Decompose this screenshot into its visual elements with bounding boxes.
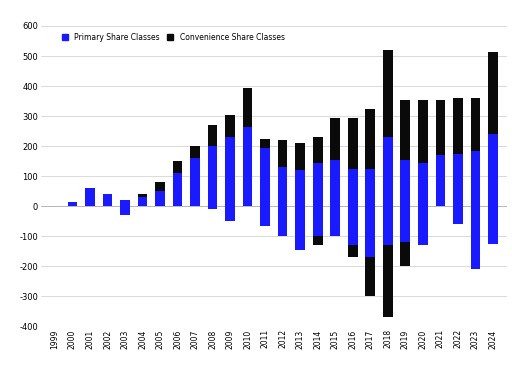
Bar [120, 206, 130, 215]
Bar [366, 206, 375, 257]
Bar [400, 206, 410, 266]
Bar [295, 170, 305, 206]
Bar [295, 143, 305, 206]
Bar [366, 206, 375, 296]
Bar [383, 50, 393, 206]
Bar [278, 206, 288, 236]
Bar [330, 206, 340, 236]
Bar [260, 206, 270, 226]
Bar [418, 99, 428, 206]
Bar [173, 161, 182, 206]
Bar [208, 146, 218, 206]
Bar [208, 206, 218, 209]
Bar [383, 206, 393, 245]
Bar [453, 154, 463, 206]
Bar [103, 194, 112, 206]
Bar [436, 99, 445, 206]
Bar [366, 109, 375, 206]
Bar [313, 206, 323, 245]
Bar [383, 137, 393, 206]
Bar [348, 118, 357, 206]
Bar [155, 191, 165, 206]
Bar [225, 206, 235, 221]
Bar [400, 99, 410, 206]
Bar [260, 206, 270, 226]
Bar [453, 98, 463, 206]
Bar [436, 155, 445, 206]
Bar [488, 134, 498, 206]
Bar [348, 206, 357, 245]
Bar [418, 163, 428, 206]
Bar [208, 206, 218, 209]
Bar [208, 125, 218, 206]
Bar [366, 169, 375, 206]
Bar [260, 139, 270, 206]
Bar [120, 206, 130, 215]
Bar [278, 167, 288, 206]
Bar [85, 188, 95, 206]
Bar [471, 98, 480, 206]
Bar [453, 206, 463, 224]
Bar [330, 118, 340, 206]
Bar [313, 163, 323, 206]
Bar [243, 127, 252, 206]
Bar [155, 182, 165, 206]
Bar [453, 206, 463, 224]
Bar [260, 148, 270, 206]
Bar [278, 206, 288, 236]
Bar [225, 115, 235, 206]
Bar [278, 140, 288, 206]
Bar [330, 160, 340, 206]
Bar [471, 206, 480, 269]
Bar [225, 206, 235, 221]
Bar [138, 194, 147, 206]
Legend: Primary Share Classes, Convenience Share Classes: Primary Share Classes, Convenience Share… [59, 30, 288, 45]
Bar [173, 173, 182, 206]
Bar [68, 202, 77, 206]
Bar [383, 206, 393, 318]
Bar [418, 206, 428, 245]
Bar [313, 206, 323, 236]
Bar [400, 206, 410, 242]
Bar [313, 137, 323, 206]
Bar [348, 169, 357, 206]
Bar [225, 137, 235, 206]
Bar [400, 160, 410, 206]
Bar [120, 200, 130, 206]
Bar [190, 158, 200, 206]
Bar [348, 206, 357, 257]
Bar [471, 206, 480, 269]
Bar [295, 206, 305, 250]
Bar [243, 88, 252, 206]
Bar [190, 146, 200, 206]
Bar [488, 206, 498, 244]
Bar [103, 194, 112, 206]
Bar [418, 206, 428, 245]
Bar [295, 206, 305, 250]
Bar [330, 206, 340, 236]
Bar [68, 202, 77, 206]
Bar [471, 151, 480, 206]
Bar [85, 188, 95, 206]
Bar [120, 200, 130, 206]
Bar [488, 52, 498, 206]
Bar [488, 206, 498, 244]
Bar [138, 197, 147, 206]
